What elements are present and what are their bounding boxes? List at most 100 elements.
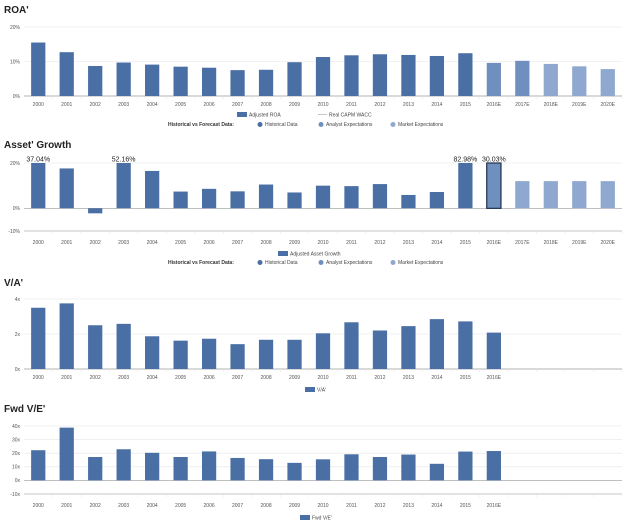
asset-growth-bar-2001	[59, 168, 74, 209]
asset-growth-bar-2000	[31, 163, 46, 209]
roa-bar-2000	[31, 42, 46, 96]
asset-growth-data-label-2015: 82.98%	[454, 157, 478, 164]
asset-growth-xtick-label: 2006	[204, 240, 215, 246]
va-bar-2003	[116, 323, 131, 369]
asset-growth-xtick-label: 2017E	[515, 240, 530, 246]
asset-growth-bar-2003	[116, 163, 131, 209]
asset-growth-xtick-label: 2011	[346, 240, 357, 246]
legend-wacc: Real CAPM WACC	[329, 113, 372, 119]
legend-caption-2: Historical vs Forecast Data:	[168, 260, 234, 266]
roa-xtick-label: 2020E	[601, 102, 616, 108]
legend-swatch-asset-growth	[278, 251, 288, 256]
fwd-ve-bar-2013	[401, 454, 416, 481]
asset-growth-xtick-label: 2007	[232, 240, 243, 246]
roa-xtick-label: 2016E	[487, 102, 502, 108]
roa-xtick-label: 2004	[147, 102, 158, 108]
fwd-ve-xtick-label: 2012	[374, 503, 385, 509]
roa-xtick-label: 2009	[289, 102, 300, 108]
va-bar-2010	[315, 333, 331, 369]
asset-growth-bar-2005	[173, 191, 188, 209]
va-xtick-label: 2002	[90, 375, 101, 381]
fwd-ve-xtick-label: 2001	[61, 503, 72, 509]
roa-xtick-label: 2013	[403, 102, 414, 108]
fwd-ve-ytick-label: 20x	[12, 451, 21, 457]
fwd-ve-xtick-label: 2006	[204, 503, 215, 509]
va-xtick-label: 2015	[460, 375, 471, 381]
fwd-ve-ytick-label: 10x	[12, 465, 21, 471]
legend-swatch-adjusted-roa	[237, 112, 247, 117]
asset-growth-bar-2007	[230, 191, 245, 209]
legend-historical: Historical Data	[265, 122, 298, 128]
roa-bar-2016E	[486, 62, 501, 96]
va-bar-2008	[258, 339, 274, 369]
fwd-ve-bar-2014	[429, 463, 445, 481]
roa-ytick-label: 0%	[13, 94, 21, 100]
asset-growth-title: Asset' Growth	[4, 140, 71, 151]
fwd-ve-bar-2001	[59, 427, 74, 481]
roa-legend: Adjusted ROA Real CAPM WACC Historical v…	[168, 112, 444, 128]
fwd-ve-ytick-label: 30x	[12, 437, 21, 443]
roa-bar-2009	[287, 62, 302, 96]
fwd-ve-xtick-label: 2008	[260, 503, 271, 509]
va-xtick-label: 2013	[403, 375, 414, 381]
va-xtick-label: 2006	[204, 375, 215, 381]
legend-adjusted-roa: Adjusted ROA	[249, 113, 281, 119]
va-bar-2001	[59, 303, 74, 369]
asset-growth-bar-2008	[258, 184, 274, 209]
legend-va: V/A'	[317, 388, 326, 394]
roa-bar-2017E	[515, 60, 530, 96]
roa-bar-2011	[344, 55, 359, 96]
roa-xtick-label: 2019E	[572, 102, 587, 108]
asset-growth-chart: Asset' Growth -10% 0% 20% 37.04% 52.16% 82.98…	[4, 140, 623, 266]
va-xtick-label: 2012	[374, 375, 385, 381]
asset-growth-bar-2018E	[543, 181, 558, 209]
legend-dot-analyst-2	[318, 260, 324, 265]
va-ytick-label: 2x	[15, 332, 21, 338]
fwd-ve-bar-2002	[88, 457, 103, 481]
roa-xtick-label: 2015	[460, 102, 471, 108]
fwd-ve-bar-2010	[315, 459, 331, 481]
asset-growth-bar-2009	[287, 192, 302, 209]
legend-dot-historical-2	[257, 260, 263, 265]
asset-growth-xtick-label: 2014	[431, 240, 442, 246]
roa-bar-2003	[116, 62, 131, 96]
fwd-ve-xtick-label: 2009	[289, 503, 300, 509]
asset-growth-xtick-label: 2019E	[572, 240, 587, 246]
va-xtick-label: 2009	[289, 375, 300, 381]
legend-swatch-va	[305, 387, 315, 392]
asset-growth-legend: Adjusted Asset Growth Historical vs Fore…	[168, 251, 444, 266]
roa-bar-2013	[401, 54, 416, 96]
va-ytick-label: 0x	[15, 367, 21, 373]
asset-growth-ytick-label: 0%	[13, 206, 21, 212]
va-xtick-label: 2014	[431, 375, 442, 381]
roa-xtick-label: 2002	[90, 102, 101, 108]
fwd-ve-xtick-label: 2013	[403, 503, 414, 509]
legend-market: Market Expectations	[398, 122, 444, 128]
fwd-ve-bar-2011	[344, 454, 359, 481]
va-bar-2011	[344, 322, 359, 369]
asset-growth-xtick-label: 2008	[260, 240, 271, 246]
roa-bar-2007	[230, 70, 245, 96]
va-xtick-label: 2011	[346, 375, 357, 381]
asset-growth-xtick-label: 2005	[175, 240, 186, 246]
asset-growth-xtick-label: 2010	[317, 240, 328, 246]
roa-chart: ROA' 0% 10% 20% 2000 2001 2002 2003 2004 2005 200…	[4, 5, 623, 128]
legend-dot-market-2	[390, 260, 396, 265]
fwd-ve-chart: Fwd V/E' -10x 0x 10x 20x 30x 40x 2000 2001 2002 2…	[4, 404, 623, 522]
asset-growth-xtick-label: 2018E	[544, 240, 559, 246]
roa-xtick-label: 2012	[374, 102, 385, 108]
asset-growth-bar-2014	[429, 192, 445, 209]
va-bar-2002	[88, 325, 103, 369]
fwd-ve-xtick-label: 2002	[90, 503, 101, 509]
va-bar-2006	[201, 338, 217, 369]
va-xtick-label: 2007	[232, 375, 243, 381]
va-bar-2012	[372, 330, 388, 369]
roa-bar-2012	[372, 54, 388, 96]
va-bar-2015	[458, 321, 473, 369]
roa-bar-2020E	[600, 69, 615, 96]
legend-fwd-ve: Fwd V/E'	[312, 516, 332, 522]
fwd-ve-ytick-label: -10x	[10, 492, 20, 498]
roa-bar-2002	[88, 65, 103, 96]
legend-analyst-2: Analyst Expectations	[326, 260, 373, 266]
